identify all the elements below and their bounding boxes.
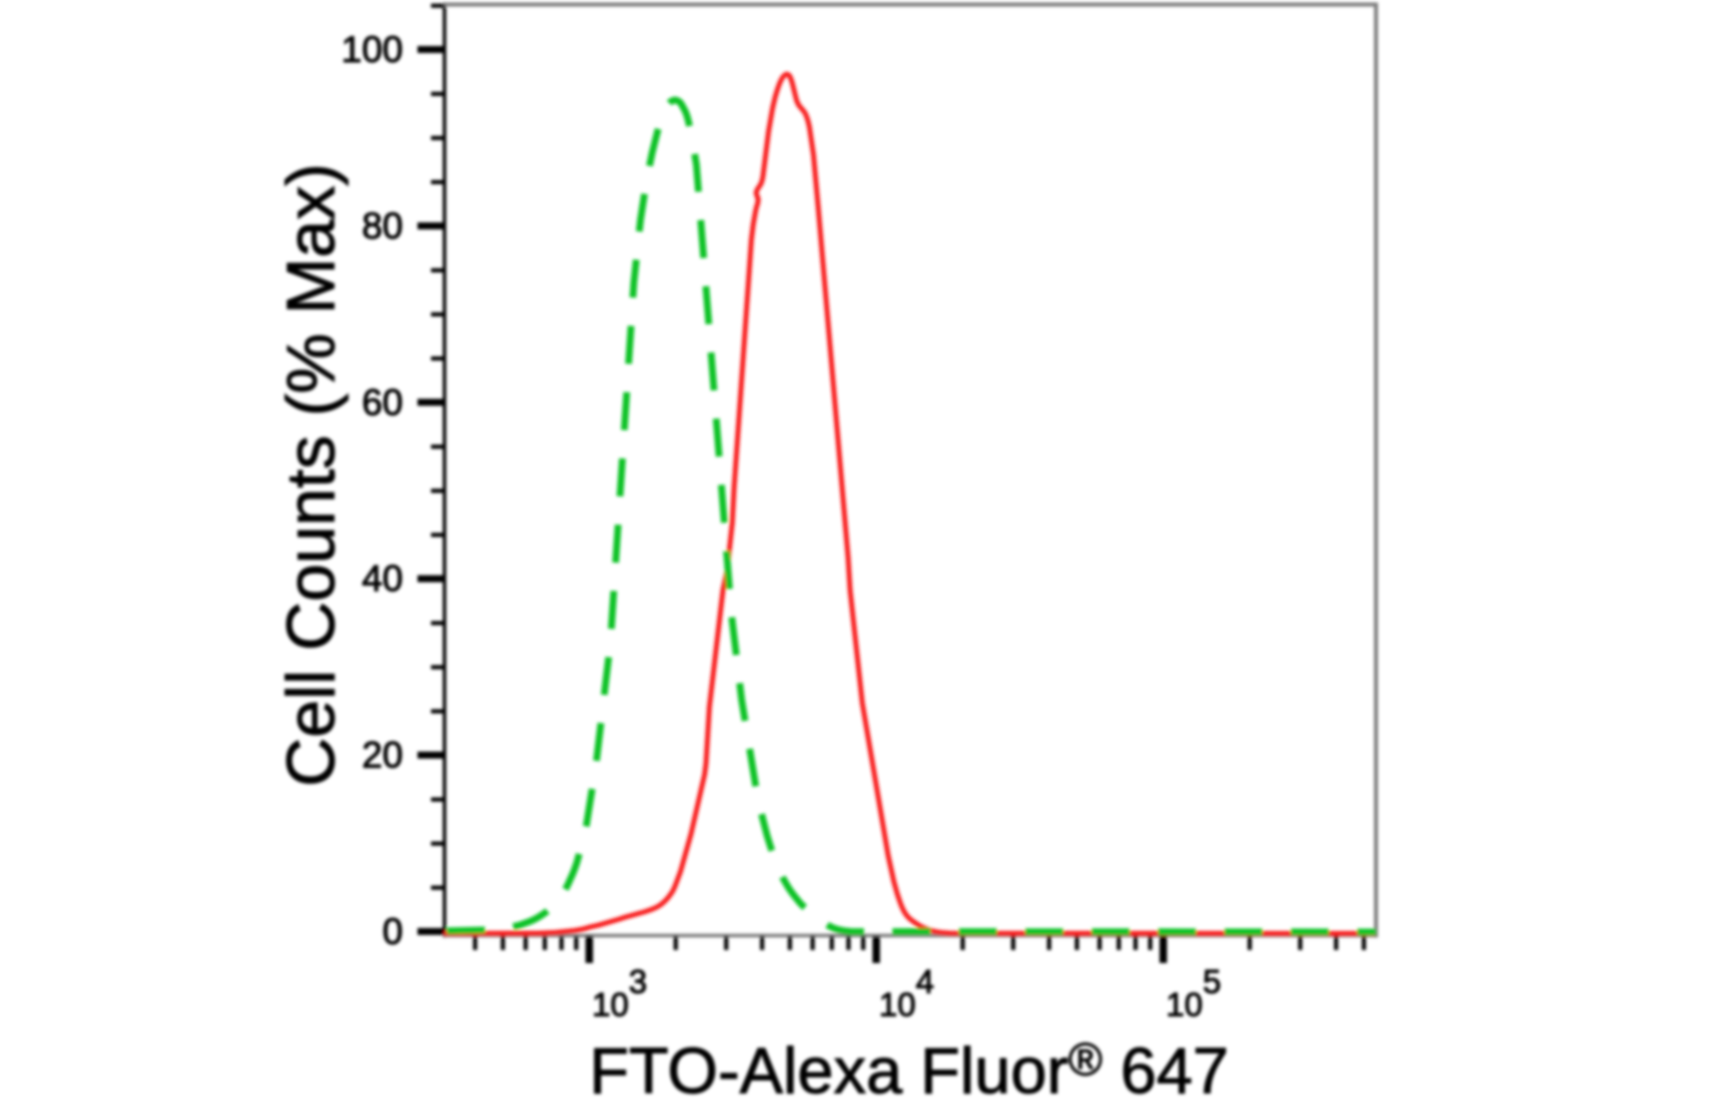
svg-text:40: 40 <box>362 558 403 599</box>
svg-text:104: 104 <box>879 963 934 1023</box>
svg-text:FTO-Alexa Fluor® 647: FTO-Alexa Fluor® 647 <box>589 1033 1229 1107</box>
svg-text:Cell Counts (% Max): Cell Counts (% Max) <box>273 163 349 787</box>
svg-text:100: 100 <box>341 29 403 70</box>
svg-text:80: 80 <box>362 205 403 246</box>
svg-text:103: 103 <box>592 963 647 1023</box>
svg-text:0: 0 <box>382 911 403 952</box>
svg-text:60: 60 <box>362 382 403 423</box>
svg-text:20: 20 <box>362 735 403 776</box>
svg-text:105: 105 <box>1166 963 1221 1023</box>
